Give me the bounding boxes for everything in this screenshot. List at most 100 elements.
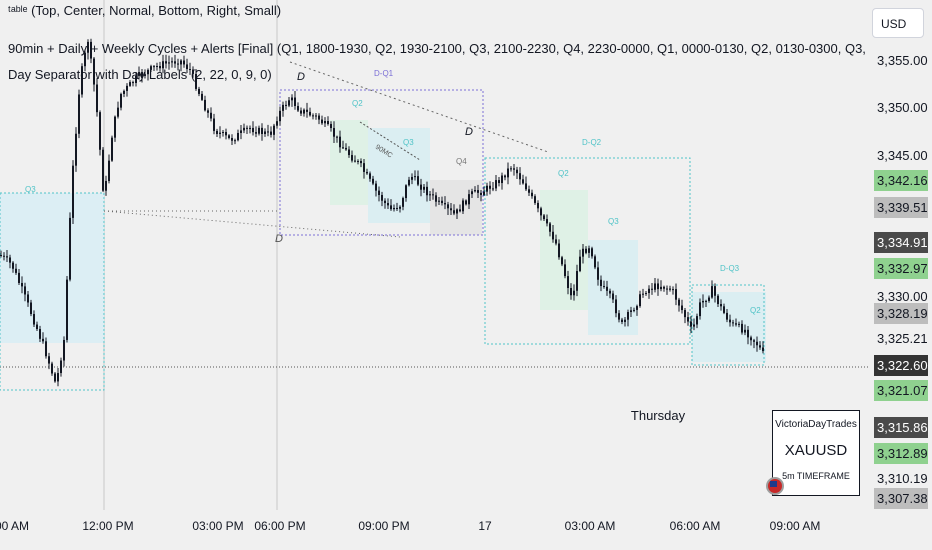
candle [201, 91, 203, 102]
candle [333, 121, 335, 143]
candle [702, 294, 704, 308]
candle-body [411, 176, 413, 180]
candle-body [597, 267, 599, 280]
candle-body [114, 116, 116, 138]
candle-body [27, 294, 29, 303]
price-label-dark: 3,334.91 [874, 232, 928, 253]
indicator-cycles-label[interactable]: 90min + Daily + Weekly Cycles + Alerts [… [8, 41, 932, 56]
candle-body [309, 111, 311, 116]
candle-body [435, 195, 437, 202]
day-label: Thursday [630, 408, 686, 423]
candle [723, 303, 725, 315]
candle-body [204, 99, 206, 111]
candle [54, 371, 56, 383]
candle-body [366, 171, 368, 174]
time-label: 17 [478, 519, 492, 533]
candle-body [450, 208, 452, 211]
candle-body [9, 257, 11, 263]
candle-body [318, 115, 320, 120]
candle [714, 283, 716, 303]
candle-body [330, 124, 332, 129]
candle-body [603, 286, 605, 288]
candlesticks [0, 38, 764, 387]
candle-body [72, 165, 74, 218]
candle-body [678, 299, 680, 306]
candle-body [531, 192, 533, 197]
candle-body [381, 195, 383, 201]
candle [480, 190, 482, 202]
candle-body [372, 178, 374, 184]
candle [330, 121, 332, 132]
candle [666, 285, 668, 295]
label-q3-a: Q3 [403, 138, 414, 147]
price-label-grey: 3,307.38 [874, 488, 928, 509]
candle [141, 69, 143, 83]
candle-body [396, 207, 398, 209]
label-q2-c: Q2 [750, 306, 761, 315]
candle-body [54, 373, 56, 382]
candle [168, 55, 170, 70]
candle [375, 180, 377, 197]
candle-body [336, 136, 338, 138]
candle [0, 250, 2, 258]
candle [303, 108, 305, 117]
candle-body [711, 286, 713, 298]
candle [459, 204, 461, 213]
candle-body [672, 289, 674, 291]
candle-body [111, 137, 113, 161]
candle-body [447, 204, 449, 209]
currency-selector[interactable]: USD [872, 8, 924, 38]
price-label-tick: 3,345.00 [877, 148, 928, 163]
candle [369, 171, 371, 182]
candle [501, 172, 503, 190]
candle [630, 306, 632, 317]
candle [513, 163, 515, 176]
candle-body [144, 74, 146, 76]
candle-body [471, 191, 473, 195]
candle [57, 367, 59, 387]
candle-body [312, 115, 314, 117]
candle-body [399, 206, 401, 209]
candle [276, 116, 278, 129]
candle-body [174, 61, 176, 64]
candle [624, 317, 626, 327]
cycle-box-q3-left [0, 192, 105, 391]
candle [153, 64, 155, 72]
price-label-green: 3,332.97 [874, 258, 928, 279]
candle-body [714, 286, 716, 296]
price-label-grey: 3,328.19 [874, 303, 928, 324]
candle-body [6, 256, 8, 258]
candle [291, 94, 293, 107]
candle [558, 239, 560, 260]
candle [285, 100, 287, 110]
candle-body [414, 176, 416, 178]
candle [726, 308, 728, 323]
candle [318, 113, 320, 125]
candle [363, 158, 365, 179]
candle-body [747, 329, 749, 338]
candle [345, 143, 347, 151]
label-d-top: D [297, 71, 305, 83]
indicator-table-label[interactable]: ᵗᵃᵇˡᵉ (Top, Center, Normal, Bottom, Righ… [8, 3, 282, 18]
price-label-green: 3,342.16 [874, 170, 928, 191]
candle [315, 113, 317, 120]
candle-body [516, 169, 518, 174]
candle [696, 313, 698, 329]
candle [240, 125, 242, 140]
candle [33, 310, 35, 327]
candle [732, 319, 734, 327]
candle-body [687, 317, 689, 322]
candle [105, 175, 107, 196]
time-axis[interactable] [0, 510, 868, 550]
time-label: 12:00 PM [82, 519, 134, 533]
candle-body [21, 282, 23, 287]
price-label-tick: 3,310.19 [877, 471, 928, 486]
candle [24, 282, 26, 302]
indicator-day-separator-label[interactable]: Day Separator with Day Labels (2, 22, 0,… [8, 67, 272, 82]
candle [9, 254, 11, 269]
candle-body [363, 163, 365, 172]
candle [21, 276, 23, 294]
candle [219, 126, 221, 139]
quarter-zone [368, 128, 430, 223]
